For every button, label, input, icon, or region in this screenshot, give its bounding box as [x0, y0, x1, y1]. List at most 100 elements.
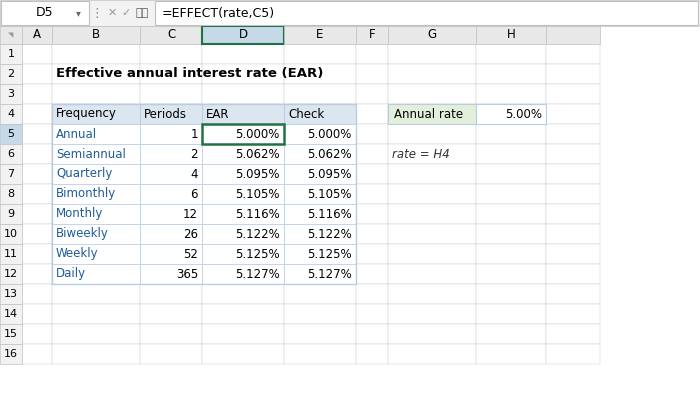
Bar — [356, 124, 388, 144]
Text: 5.122%: 5.122% — [307, 228, 352, 240]
Bar — [284, 64, 356, 84]
Text: ⋮: ⋮ — [91, 6, 104, 20]
Bar — [22, 244, 52, 264]
Text: 5.105%: 5.105% — [307, 188, 352, 200]
Bar — [22, 324, 52, 344]
Bar — [476, 344, 546, 364]
Bar — [476, 44, 546, 64]
Text: rate = H4: rate = H4 — [392, 148, 449, 160]
Bar — [546, 304, 600, 324]
Bar — [356, 344, 388, 364]
Bar — [202, 124, 284, 144]
Bar — [202, 244, 284, 264]
Bar — [140, 104, 202, 124]
Bar — [388, 64, 476, 84]
Text: G: G — [428, 28, 437, 42]
Bar — [284, 264, 356, 284]
Bar — [476, 64, 546, 84]
Bar — [22, 224, 52, 244]
Text: ◥: ◥ — [8, 32, 14, 38]
Text: 5.062%: 5.062% — [235, 148, 280, 160]
Bar — [52, 64, 140, 84]
Bar — [284, 144, 356, 164]
Bar — [356, 104, 388, 124]
Bar — [356, 26, 388, 44]
Bar — [140, 244, 202, 264]
Text: 5.127%: 5.127% — [307, 268, 352, 280]
Bar — [202, 324, 284, 344]
Bar — [388, 244, 476, 264]
Text: 2: 2 — [8, 69, 15, 79]
Text: 5.127%: 5.127% — [235, 268, 280, 280]
Text: 4: 4 — [190, 168, 198, 180]
Bar — [202, 84, 284, 104]
Text: B: B — [92, 28, 100, 42]
Bar — [356, 224, 388, 244]
Text: 6: 6 — [190, 188, 198, 200]
Text: 1: 1 — [8, 49, 15, 59]
Bar — [476, 104, 546, 124]
Bar — [140, 104, 202, 124]
Bar — [284, 304, 356, 324]
Bar — [52, 104, 140, 124]
Text: 9: 9 — [8, 209, 15, 219]
Text: 365: 365 — [176, 268, 198, 280]
Bar — [52, 344, 140, 364]
Bar — [140, 264, 202, 284]
Bar — [284, 164, 356, 184]
Text: ✓: ✓ — [121, 8, 131, 18]
Text: 5.062%: 5.062% — [307, 148, 352, 160]
Text: 3: 3 — [8, 89, 15, 99]
Bar — [546, 84, 600, 104]
Bar — [284, 224, 356, 244]
Bar — [388, 284, 476, 304]
Text: 5.125%: 5.125% — [235, 248, 280, 260]
Text: 5.000%: 5.000% — [307, 128, 352, 140]
Bar — [388, 84, 476, 104]
Bar — [284, 184, 356, 204]
Bar — [476, 284, 546, 304]
Bar — [476, 324, 546, 344]
Bar — [52, 144, 140, 164]
Bar — [140, 184, 202, 204]
Bar — [284, 84, 356, 104]
Bar — [140, 64, 202, 84]
Bar — [52, 164, 140, 184]
Text: 7: 7 — [8, 169, 15, 179]
Bar — [52, 124, 140, 144]
Text: Semiannual: Semiannual — [56, 148, 126, 160]
Bar — [356, 84, 388, 104]
Text: EAR: EAR — [206, 108, 230, 120]
Bar — [52, 84, 140, 104]
Bar — [476, 204, 546, 224]
Bar — [202, 104, 284, 124]
Bar — [284, 204, 356, 224]
Bar — [22, 124, 52, 144]
Bar — [140, 144, 202, 164]
Bar — [52, 244, 140, 264]
Bar — [202, 284, 284, 304]
Text: 5: 5 — [8, 129, 15, 139]
Bar — [52, 224, 140, 244]
Bar — [0, 44, 22, 64]
Bar — [0, 264, 22, 284]
Text: 12: 12 — [4, 269, 18, 279]
Bar — [0, 244, 22, 264]
Bar — [202, 264, 284, 284]
Text: 26: 26 — [183, 228, 198, 240]
Bar — [0, 224, 22, 244]
Bar — [202, 264, 284, 284]
Text: ▾: ▾ — [76, 8, 80, 18]
Bar — [140, 124, 202, 144]
Bar — [284, 164, 356, 184]
Bar — [202, 144, 284, 164]
Bar — [202, 304, 284, 324]
Bar — [140, 204, 202, 224]
Bar — [202, 104, 284, 124]
Bar — [388, 104, 476, 124]
Bar — [140, 144, 202, 164]
Bar — [22, 344, 52, 364]
Bar — [202, 184, 284, 204]
Text: 5.00%: 5.00% — [505, 108, 542, 120]
Bar — [476, 184, 546, 204]
